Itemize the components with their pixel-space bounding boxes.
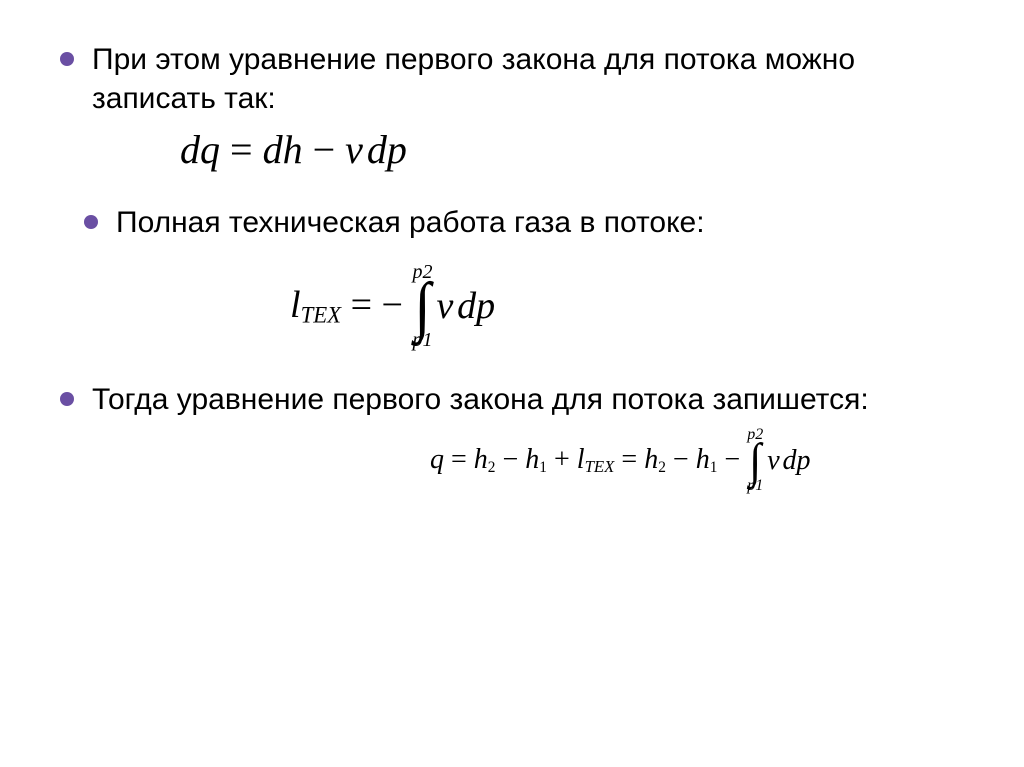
eq3-min1: − <box>496 444 526 475</box>
eq3-h2a: h <box>644 444 658 475</box>
eq3-lsub: TEX <box>585 457 615 476</box>
equation-1: dq = dh − vdp <box>180 126 964 173</box>
eq3-sub2b: 2 <box>658 459 666 476</box>
bullet-text-3: Тогда уравнение первого закона для поток… <box>92 380 869 419</box>
eq3-q: q <box>430 444 444 475</box>
eq3-dp: dp <box>782 445 810 476</box>
bullet-text-1: При этом уравнение первого закона для по… <box>92 40 964 118</box>
eq3-sub1a: 1 <box>539 459 547 476</box>
bullet-dot-icon <box>60 52 74 66</box>
eq3-v: v <box>767 445 779 476</box>
eq1-minus: − <box>303 127 346 172</box>
eq1-dp: dp <box>367 127 407 172</box>
integral-sign-icon: ∫ <box>414 280 430 333</box>
bullet-item-3: Тогда уравнение первого закона для поток… <box>60 380 964 419</box>
eq3-l: l <box>577 444 585 475</box>
eq3-min3: − <box>717 444 747 475</box>
eq1-dh: dh <box>263 127 303 172</box>
integral-block-sm: p2 ∫ p1 <box>747 427 763 494</box>
eq3-h1b: h <box>525 444 539 475</box>
eq2-dp: dp <box>457 285 495 327</box>
integral-sign-icon: ∫ <box>749 441 761 480</box>
eq1-v: v <box>345 127 363 172</box>
eq2-l: l <box>290 284 301 326</box>
bullet-item-1: При этом уравнение первого закона для по… <box>60 40 964 118</box>
bullet-dot-icon <box>84 215 98 229</box>
eq2-eqminus: = − <box>341 284 412 326</box>
bullet-text-2: Полная техническая работа газа в потоке: <box>116 203 705 242</box>
bullet-dot-icon <box>60 392 74 406</box>
eq3-min2: − <box>666 444 696 475</box>
eq3-eq2: = <box>614 444 644 475</box>
eq3-eq1: = <box>444 444 474 475</box>
eq3-h1a: h <box>474 444 488 475</box>
eq1-dq: dq <box>180 127 220 172</box>
eq3-h2b: h <box>696 444 710 475</box>
equation-2: lTEX = − p2 ∫ p1 vdp <box>60 262 964 350</box>
eq3-sub2a: 2 <box>488 459 496 476</box>
slide: При этом уравнение первого закона для по… <box>0 0 1024 767</box>
equation-3: q = h2 − h1 + lTEX = h2 − h1 − p2 ∫ p1 v… <box>60 427 964 494</box>
bullet-item-2: Полная техническая работа газа в потоке: <box>60 203 964 242</box>
eq3-plus: + <box>547 444 577 475</box>
eq2-v: v <box>436 285 453 327</box>
eq1-eq: = <box>220 127 263 172</box>
eq2-lsub: TEX <box>301 303 342 328</box>
integral-block: p2 ∫ p1 <box>412 262 432 350</box>
